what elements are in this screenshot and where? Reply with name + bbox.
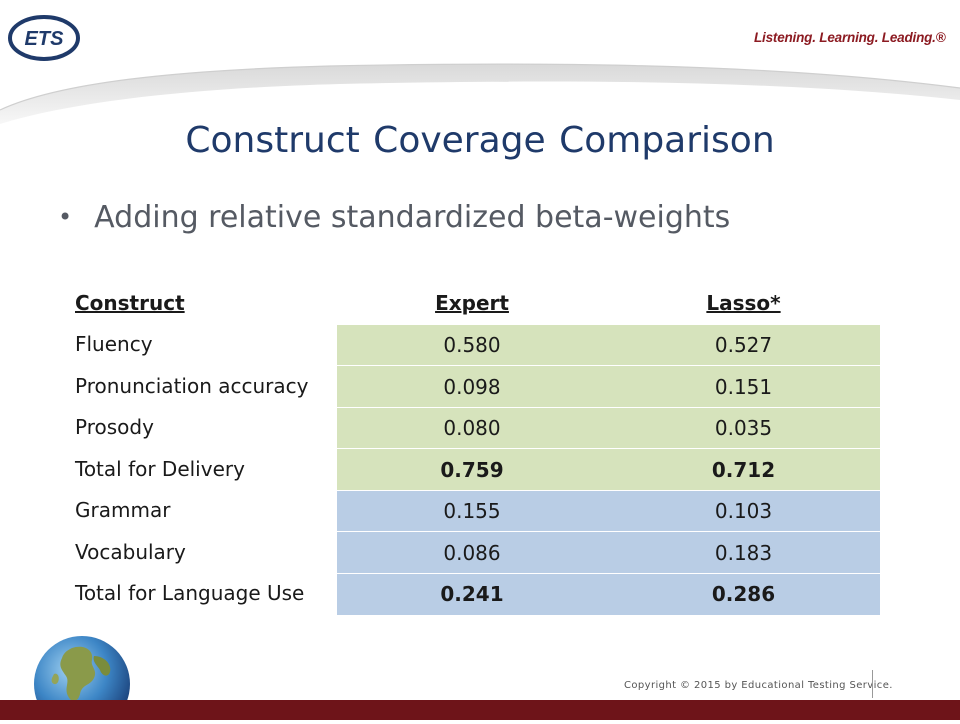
construct-cell: Pronunciation accuracy — [75, 373, 309, 398]
expert-cell: 0.580 — [337, 323, 608, 366]
table-row: Vocabulary 0.086 0.183 — [70, 531, 880, 574]
copyright-text: Copyright © 2015 by Educational Testing … — [624, 680, 893, 691]
construct-cell: Fluency — [75, 332, 153, 357]
expert-cell: 0.098 — [337, 365, 608, 408]
header-construct: Construct — [75, 290, 185, 315]
tagline: Listening. Learning. Leading.® — [754, 30, 946, 45]
header-expert: Expert — [435, 290, 509, 315]
table-row: Grammar 0.155 0.103 — [70, 489, 880, 532]
table-total-row: Total for Language Use 0.241 0.286 — [70, 572, 880, 615]
lasso-cell: 0.183 — [607, 531, 880, 574]
construct-cell: Grammar — [75, 498, 171, 523]
slide-title: Construct Coverage Comparison — [185, 120, 775, 161]
construct-cell: Prosody — [75, 415, 154, 440]
table-row: Prosody 0.080 0.035 — [70, 406, 880, 449]
table-row: Fluency 0.580 0.527 — [70, 323, 880, 366]
ets-logo: ETS — [6, 14, 86, 62]
table-total-row: Total for Delivery 0.759 0.712 — [70, 448, 880, 491]
expert-cell: 0.759 — [337, 448, 608, 491]
lasso-cell: 0.286 — [607, 572, 880, 615]
lasso-cell: 0.103 — [607, 489, 880, 532]
expert-cell: 0.080 — [337, 406, 608, 449]
logo-text: ETS — [25, 28, 65, 50]
bullet-icon: • — [58, 203, 73, 231]
lasso-cell: 0.151 — [607, 365, 880, 408]
construct-cell: Vocabulary — [75, 539, 186, 564]
construct-cell: Total for Language Use — [75, 581, 305, 606]
bullet-text: Adding relative standardized beta-weight… — [94, 199, 731, 235]
expert-cell: 0.155 — [337, 489, 608, 532]
coverage-table: Construct Expert Lasso* Fluency 0.580 0.… — [70, 282, 880, 615]
footer-divider — [872, 670, 873, 698]
bullet-item: • Adding relative standardized beta-weig… — [58, 192, 730, 242]
lasso-cell: 0.035 — [607, 406, 880, 449]
table-header-row: Construct Expert Lasso* — [70, 282, 880, 324]
lasso-cell: 0.527 — [607, 323, 880, 366]
footer-bar — [0, 700, 960, 720]
construct-cell: Total for Delivery — [75, 456, 245, 481]
header-swoosh — [0, 0, 960, 124]
header-lasso: Lasso* — [706, 290, 781, 315]
lasso-cell: 0.712 — [607, 448, 880, 491]
expert-cell: 0.086 — [337, 531, 608, 574]
expert-cell: 0.241 — [337, 572, 608, 615]
table-row: Pronunciation accuracy 0.098 0.151 — [70, 365, 880, 408]
